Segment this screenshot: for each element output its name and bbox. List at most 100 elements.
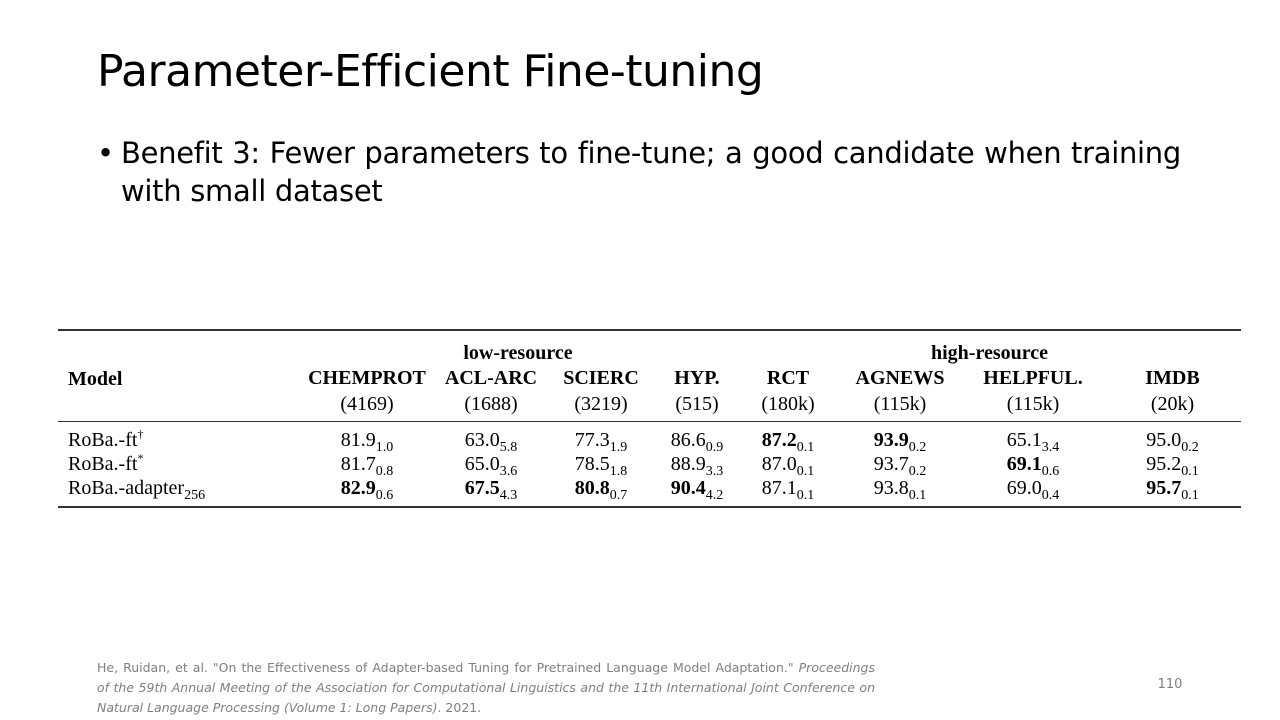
score-value: 93.9 — [873, 428, 909, 451]
group-header-row: Model low-resource high-resource — [58, 330, 1241, 390]
score-value: 90.4 — [670, 476, 706, 499]
score-value: 81.9 — [340, 428, 376, 451]
slide-title: Parameter-Efficient Fine-tuning — [97, 46, 764, 97]
score-cell: 88.93.3 — [656, 452, 738, 479]
column-header: AGNEWS — [855, 366, 945, 389]
score-std: 5.8 — [499, 439, 518, 455]
score-value: 81.7 — [340, 452, 376, 475]
score-cell: 81.91.0 — [298, 422, 436, 455]
score-cell: 65.13.4 — [962, 422, 1104, 455]
citation-venue: Proceedings of the 59th Annual Meeting o… — [97, 660, 875, 715]
score-std: 0.1 — [796, 463, 815, 479]
score-cell: 82.90.6 — [298, 476, 436, 507]
score-std: 0.2 — [908, 439, 927, 455]
score-value: 95.0 — [1146, 428, 1182, 451]
score-cell: 93.70.2 — [838, 452, 962, 479]
score-cell: 69.00.4 — [962, 476, 1104, 507]
score-std: 1.0 — [375, 439, 394, 455]
score-cell: 95.00.2 — [1104, 422, 1241, 455]
bullet-text: Benefit 3: Fewer parameters to fine-tune… — [121, 136, 1181, 208]
column-header: CHEMPROT — [308, 366, 426, 389]
score-cell: 87.00.1 — [738, 452, 838, 479]
dataset-size: (20k) — [1104, 391, 1241, 422]
empty-header-cell — [58, 391, 298, 422]
dataset-size: (1688) — [436, 391, 546, 422]
score-cell: 95.70.1 — [1104, 476, 1241, 507]
score-value: 69.0 — [1006, 476, 1042, 499]
citation: He, Ruidan, et al. "On the Effectiveness… — [97, 658, 875, 718]
score-cell: 69.10.6 — [962, 452, 1104, 479]
dataset-size: (115k) — [838, 391, 962, 422]
model-name: RoBa.-adapter — [68, 476, 185, 499]
score-value: 86.6 — [670, 428, 706, 451]
score-std: 0.1 — [1181, 463, 1199, 479]
bullet-point: • Benefit 3: Fewer parameters to fine-tu… — [97, 134, 1181, 210]
score-std: 0.1 — [1181, 487, 1199, 503]
score-std: 0.6 — [375, 487, 394, 503]
score-std: 0.1 — [796, 439, 815, 455]
model-mark: † — [137, 426, 144, 441]
group-high-resource: high-resource — [930, 342, 1049, 364]
table-row: RoBa.-adapter256 82.90.6 67.54.3 80.80.7 90.… — [58, 476, 1241, 507]
score-cell: 86.60.9 — [656, 422, 738, 455]
score-value: 87.2 — [761, 428, 797, 451]
score-value: 87.1 — [761, 476, 797, 499]
column-header: SCIERC — [563, 366, 639, 389]
score-cell: 63.05.8 — [436, 422, 546, 455]
score-cell: 93.90.2 — [838, 422, 962, 455]
dataset-size: (4169) — [298, 391, 436, 422]
score-std: 4.2 — [705, 487, 724, 503]
bullet-marker: • — [97, 136, 115, 170]
score-std: 0.2 — [908, 463, 927, 479]
score-std: 0.9 — [705, 439, 724, 455]
score-cell: 80.80.7 — [546, 476, 656, 507]
score-cell: 77.31.9 — [546, 422, 656, 455]
column-header: HELPFUL. — [983, 366, 1083, 389]
score-std: 0.1 — [796, 487, 815, 503]
citation-year: . 2021. — [437, 700, 482, 715]
score-value: 93.7 — [873, 452, 909, 475]
model-name-cell: RoBa.-ft† — [58, 422, 298, 453]
dataset-size: (180k) — [738, 391, 838, 422]
score-std: 4.3 — [499, 487, 518, 503]
score-value: 88.9 — [670, 452, 706, 475]
table-row: RoBa.-ft* 81.70.8 65.03.6 78.51.8 88.93.3 87.… — [58, 451, 1241, 479]
model-column-header: Model — [68, 368, 123, 390]
score-std: 0.8 — [375, 463, 394, 479]
score-cell: 95.20.1 — [1104, 452, 1241, 479]
model-name-cell: RoBa.-adapter256 — [58, 476, 298, 507]
page-number: 110 — [1157, 677, 1183, 692]
score-std: 0.2 — [1181, 439, 1199, 455]
score-cell: 78.51.8 — [546, 452, 656, 479]
score-std: 0.1 — [908, 487, 927, 503]
table-row: RoBa.-ft† 81.91.0 63.05.8 77.31.9 86.60.9 87.… — [58, 422, 1241, 455]
score-std: 0.7 — [609, 487, 628, 503]
score-value: 78.5 — [574, 452, 610, 475]
dataset-size-row: (4169) (1688) (3219) (515) (180k) (115k)… — [58, 391, 1241, 422]
citation-text: He, Ruidan, et al. "On the Effectiveness… — [97, 660, 799, 675]
score-cell: 67.54.3 — [436, 476, 546, 507]
score-value: 65.0 — [464, 452, 500, 475]
column-header: HYP. — [674, 366, 720, 389]
score-cell: 90.44.2 — [656, 476, 738, 507]
model-subscript: 256 — [184, 487, 206, 503]
score-std: 0.6 — [1041, 463, 1060, 479]
results-table: Model low-resource high-resource CHEMPRO… — [58, 329, 1241, 508]
score-value: 82.9 — [340, 476, 376, 499]
score-value: 95.2 — [1146, 452, 1182, 475]
score-value: 77.3 — [574, 428, 610, 451]
score-value: 87.0 — [761, 452, 797, 475]
column-header: ACL-ARC — [444, 366, 538, 389]
score-cell: 87.20.1 — [738, 422, 838, 455]
group-low-resource: low-resource — [463, 342, 573, 364]
model-name: RoBa.-ft — [68, 452, 138, 475]
model-name-cell: RoBa.-ft* — [58, 451, 298, 476]
score-std: 3.4 — [1041, 439, 1060, 455]
score-cell: 87.10.1 — [738, 476, 838, 507]
score-value: 69.1 — [1006, 452, 1042, 475]
score-cell: 65.03.6 — [436, 452, 546, 479]
dataset-size: (515) — [656, 391, 738, 422]
score-cell: 81.70.8 — [298, 452, 436, 479]
score-value: 63.0 — [464, 428, 500, 451]
score-std: 0.4 — [1041, 487, 1060, 503]
